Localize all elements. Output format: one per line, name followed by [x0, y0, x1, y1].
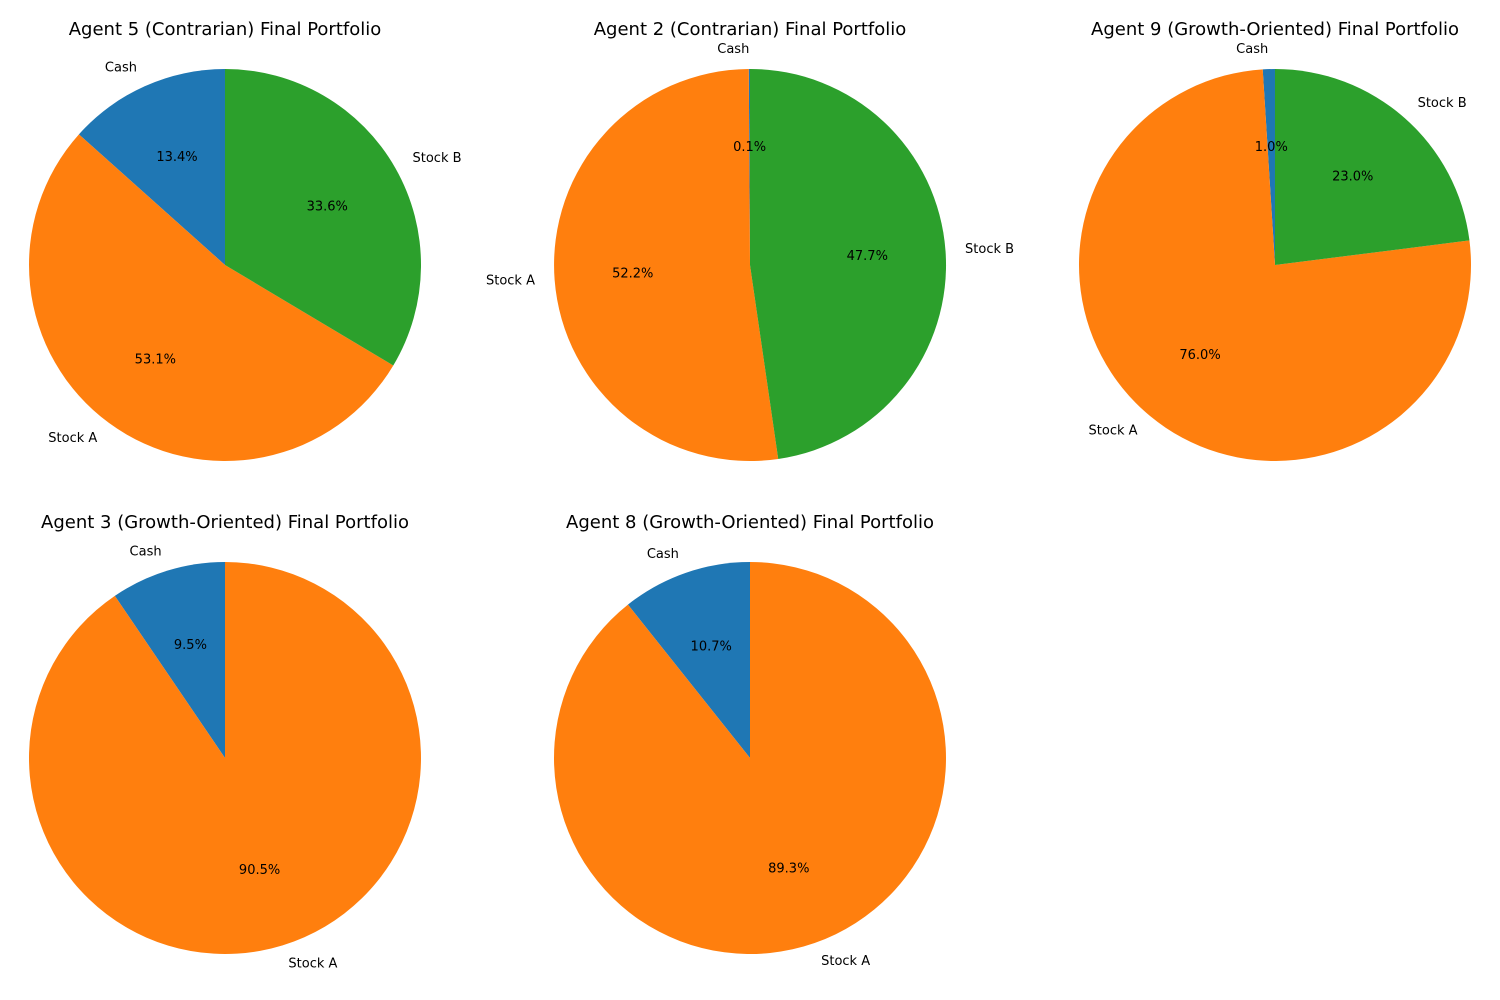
percent-label-cash: 1.0% — [1255, 140, 1288, 155]
slice-label-stock-b: Stock B — [965, 242, 1014, 257]
percent-label-stock-b: 33.6% — [307, 199, 348, 214]
slice-label-cash: Cash — [647, 547, 679, 562]
chart-title: Agent 9 (Growth-Oriented) Final Portfoli… — [1091, 19, 1459, 40]
pie-chart-3: Agent 9 (Growth-Oriented) Final Portfoli… — [1078, 19, 1471, 462]
slice-stock-b — [1275, 69, 1470, 265]
percent-label-stock-a: 76.0% — [1179, 348, 1220, 363]
percent-label-stock-a: 53.1% — [135, 352, 176, 367]
slice-label-cash: Cash — [717, 42, 749, 57]
percent-label-cash: 0.1% — [733, 140, 766, 155]
slice-cash — [114, 562, 225, 758]
percent-label-cash: 13.4% — [156, 150, 197, 165]
slice-stock-a — [28, 562, 421, 954]
slice-label-cash: Cash — [1236, 42, 1268, 57]
chart-title: Agent 8 (Growth-Oriented) Final Portfoli… — [566, 512, 934, 533]
pie-chart-5: Agent 8 (Growth-Oriented) Final Portfoli… — [553, 512, 946, 969]
pie-chart-4: Agent 3 (Growth-Oriented) Final Portfoli… — [28, 512, 421, 972]
slice-label-stock-a: Stock A — [288, 957, 337, 972]
slice-stock-a — [1078, 69, 1471, 462]
slice-cash — [1262, 69, 1275, 265]
slice-cash — [627, 562, 750, 758]
slice-label-cash: Cash — [130, 544, 162, 559]
percent-label-stock-a: 89.3% — [768, 862, 809, 877]
percent-label-cash: 9.5% — [174, 638, 207, 653]
chart-title: Agent 3 (Growth-Oriented) Final Portfoli… — [41, 512, 409, 533]
slice-label-stock-b: Stock B — [413, 151, 462, 166]
slice-stock-a — [553, 562, 946, 954]
slice-label-cash: Cash — [105, 61, 137, 76]
slice-stock-b — [225, 69, 422, 366]
slice-label-stock-a: Stock A — [486, 274, 535, 289]
slice-cash — [78, 69, 225, 265]
slice-label-stock-a: Stock A — [1089, 424, 1138, 439]
percent-label-stock-b: 47.7% — [847, 249, 888, 264]
pie-chart-2: Agent 2 (Contrarian) Final Portfolio Cash… — [486, 19, 1014, 461]
percent-label-stock-b: 23.0% — [1332, 169, 1373, 184]
slice-stock-b — [750, 68, 947, 459]
chart-title: Agent 5 (Contrarian) Final Portfolio — [69, 19, 382, 40]
slice-label-stock-b: Stock B — [1418, 96, 1467, 111]
slice-label-stock-a: Stock A — [48, 431, 97, 446]
percent-label-cash: 10.7% — [691, 639, 732, 654]
slice-label-stock-a: Stock A — [821, 954, 870, 969]
percent-label-stock-a: 90.5% — [239, 863, 280, 878]
percent-label-stock-a: 52.2% — [612, 266, 653, 281]
pie-chart-1: Agent 5 (Contrarian) Final Portfolio Cash… — [29, 19, 462, 462]
slice-stock-a — [29, 134, 394, 462]
chart-title: Agent 2 (Contrarian) Final Portfolio — [594, 19, 907, 40]
slice-stock-a — [554, 69, 779, 461]
slice-cash — [748, 68, 750, 265]
